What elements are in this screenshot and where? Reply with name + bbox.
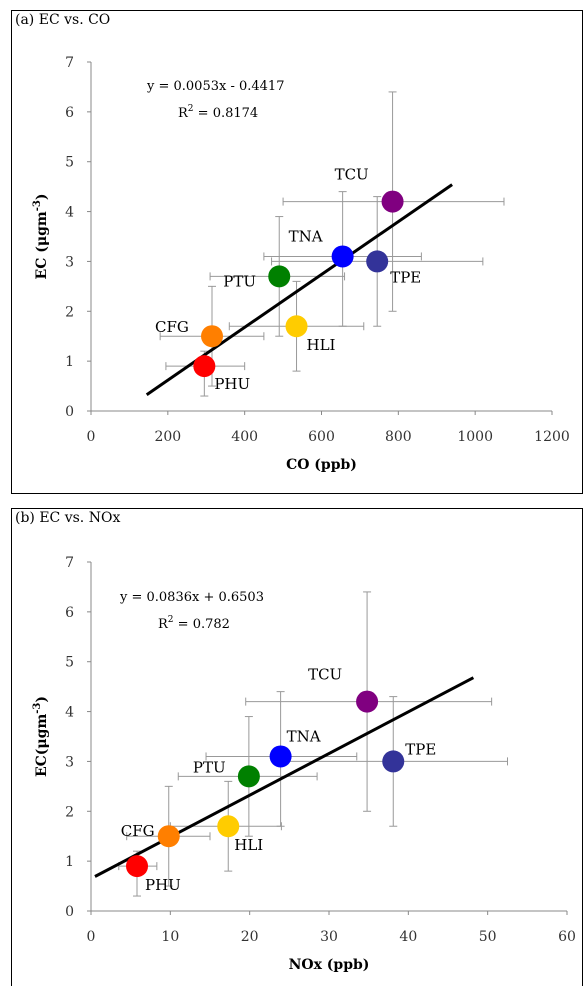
y-tick-label: 5 — [65, 655, 74, 671]
y-tick-label: 7 — [65, 55, 74, 71]
y-tick-label: 5 — [65, 155, 74, 171]
point-label-hli: HLI — [307, 336, 336, 354]
point-label-tpe: TPE — [390, 268, 421, 286]
regression-equation: y = 0.0836x + 0.6503 — [119, 590, 264, 605]
y-axis-title-exponent: -3 — [32, 200, 43, 211]
data-point-hli — [285, 315, 308, 338]
panel-title: (a) EC vs. CO — [15, 12, 111, 28]
r-squared-exponent: 2 — [168, 615, 174, 625]
x-tick-label: 800 — [385, 429, 412, 445]
point-label-tcu: TCU — [308, 666, 342, 684]
y-tick-label: 6 — [65, 105, 74, 121]
y-tick-label: 2 — [65, 304, 74, 320]
data-point-tna — [331, 245, 354, 268]
y-axis-title: EC(μgm-3) — [32, 696, 50, 777]
r-squared-value: = 0.782 — [174, 617, 230, 632]
point-label-cfg: CFG — [155, 318, 189, 336]
x-tick-label: 10 — [161, 929, 179, 945]
x-tick-label: 600 — [308, 429, 335, 445]
y-axis-title-text: EC (μgm — [34, 211, 50, 279]
trendline — [94, 676, 475, 878]
y-tick-label: 2 — [65, 804, 74, 820]
x-tick-label: 0 — [87, 929, 96, 945]
y-tick-label: 4 — [65, 205, 74, 221]
y-axis-title-exponent: -3 — [32, 703, 43, 714]
x-axis-title: CO (ppb) — [286, 457, 357, 473]
x-tick-label: 1000 — [457, 429, 493, 445]
regression-equation: y = 0.0053x - 0.4417 — [146, 79, 284, 94]
y-tick-label: 7 — [65, 555, 74, 571]
point-label-tna: TNA — [289, 227, 323, 245]
point-label-tpe: TPE — [405, 740, 436, 758]
data-point-tcu — [356, 690, 379, 713]
x-tick-label: 0 — [87, 429, 96, 445]
y-tick-label: 0 — [65, 404, 74, 420]
data-point-tpe — [382, 750, 405, 773]
data-point-phu — [193, 355, 216, 378]
y-tick-label: 3 — [65, 754, 74, 770]
data-point-cfg — [201, 325, 224, 348]
x-tick-label: 1200 — [534, 429, 570, 445]
y-tick-label: 0 — [65, 904, 74, 920]
data-point-phu — [126, 855, 149, 878]
r-squared-value: = 0.8174 — [194, 106, 259, 121]
y-axis-title-suffix: ) — [34, 696, 50, 703]
x-tick-label: 30 — [320, 929, 338, 945]
y-axis-title-suffix: ) — [34, 194, 50, 201]
point-label-hli: HLI — [234, 836, 263, 854]
y-tick-label: 6 — [65, 605, 74, 621]
data-point-ptu — [237, 765, 260, 788]
y-axis-title-text: EC(μgm — [34, 714, 50, 777]
x-tick-label: 40 — [399, 929, 417, 945]
data-point-tna — [269, 745, 292, 768]
chart-panel-a: (a) EC vs. CO 0 1 2 3 4 5 6 7 0 200 400 600 800 1000 1… — [11, 10, 583, 494]
trendline — [145, 183, 453, 396]
r-squared: R2 = 0.8174 — [178, 104, 258, 121]
point-label-ptu: PTU — [193, 758, 226, 776]
x-tick-label: 200 — [154, 429, 181, 445]
r-squared-symbol: R — [178, 106, 189, 121]
y-tick-label: 3 — [65, 254, 74, 270]
data-point-cfg — [157, 825, 180, 848]
y-axis-title: EC (μgm-3) — [32, 194, 50, 280]
x-tick-label: 50 — [479, 929, 497, 945]
x-tick-label: 20 — [241, 929, 259, 945]
point-label-tna: TNA — [287, 727, 321, 745]
r-squared-symbol: R — [158, 617, 169, 632]
point-label-cfg: CFG — [121, 822, 155, 840]
point-label-phu: PHU — [214, 375, 250, 393]
y-tick-label: 1 — [65, 354, 74, 370]
r-squared: R2 = 0.782 — [158, 615, 230, 632]
data-point-ptu — [268, 265, 291, 288]
point-label-phu: PHU — [145, 876, 181, 894]
x-axis-title: NOx (ppb) — [289, 957, 370, 973]
data-point-tcu — [381, 190, 404, 213]
y-tick-label: 1 — [65, 854, 74, 870]
point-label-tcu: TCU — [335, 166, 369, 184]
panel-title: (b) EC vs. NOx — [15, 510, 121, 526]
x-tick-label: 60 — [558, 929, 576, 945]
chart-panel-b: (b) EC vs. NOx 0 1 2 3 4 5 6 7 0 10 20 30 40 50 60 NOx … — [11, 508, 583, 986]
scatter-plot-b: 0 1 2 3 4 5 6 7 0 10 20 30 40 50 60 NOx (ppb) EC(μgm-3) P… — [32, 555, 576, 973]
data-point-hli — [217, 815, 240, 838]
x-tick-label: 400 — [231, 429, 258, 445]
r-squared-exponent: 2 — [188, 104, 194, 114]
data-point-tpe — [366, 250, 389, 273]
scatter-plot-a: 0 1 2 3 4 5 6 7 0 200 400 600 800 1000 1200 CO (ppb) EC … — [32, 55, 570, 473]
point-label-ptu: PTU — [223, 272, 256, 290]
y-tick-label: 4 — [65, 705, 74, 721]
